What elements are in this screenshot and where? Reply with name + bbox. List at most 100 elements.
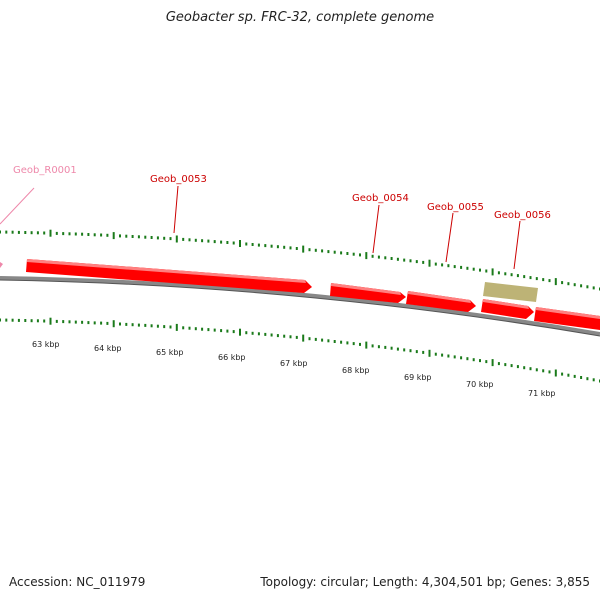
minor-tick xyxy=(308,248,311,252)
scale-label: 63 kbp xyxy=(32,340,60,349)
minor-tick xyxy=(245,331,248,335)
minor-tick xyxy=(17,230,20,234)
minor-tick xyxy=(156,236,159,240)
gene-arrow-geob-0055[interactable] xyxy=(406,291,476,312)
minor-tick xyxy=(359,342,361,346)
minor-tick xyxy=(251,331,254,335)
rna-feature-geob-r0001[interactable] xyxy=(0,262,3,268)
minor-tick xyxy=(87,321,90,325)
minor-tick xyxy=(460,356,463,360)
minor-tick xyxy=(62,232,65,236)
minor-tick xyxy=(11,318,14,322)
minor-tick xyxy=(251,243,254,246)
major-tick xyxy=(175,323,178,331)
minor-tick xyxy=(447,264,450,268)
gene-arrow-lower-1[interactable] xyxy=(481,299,534,319)
minor-tick xyxy=(403,348,406,352)
minor-tick xyxy=(220,329,223,333)
minor-tick xyxy=(188,326,191,330)
minor-tick xyxy=(535,368,538,372)
minor-tick xyxy=(396,347,399,351)
minor-tick xyxy=(5,318,8,322)
minor-tick xyxy=(434,352,437,356)
leader-geob-r0001 xyxy=(0,187,35,225)
gene-arrow-geob-0053[interactable] xyxy=(26,259,312,293)
minor-tick xyxy=(24,319,27,322)
minor-tick xyxy=(390,257,393,260)
minor-tick xyxy=(213,328,216,332)
minor-tick xyxy=(169,325,172,329)
minor-tick xyxy=(340,340,343,344)
minor-tick xyxy=(163,236,166,240)
minor-tick xyxy=(55,319,58,323)
minor-tick xyxy=(131,235,134,238)
minor-tick xyxy=(561,372,564,376)
label-geob-r0001[interactable]: Geob_R0001 xyxy=(13,165,77,176)
minor-tick xyxy=(220,240,223,244)
feature-geob-0056[interactable] xyxy=(483,282,538,302)
label-geob-0053[interactable]: Geob_0053 xyxy=(150,174,207,185)
minor-tick xyxy=(213,240,216,244)
minor-tick xyxy=(333,250,336,254)
minor-tick xyxy=(497,362,500,366)
minor-tick xyxy=(371,344,374,348)
minor-tick xyxy=(327,250,330,254)
minor-tick xyxy=(68,320,71,324)
minor-tick xyxy=(100,321,103,325)
minor-tick xyxy=(567,282,570,286)
minor-tick xyxy=(270,333,273,337)
minor-tick xyxy=(194,238,197,242)
minor-tick xyxy=(119,322,121,326)
gene-arrow-lower-2[interactable] xyxy=(534,307,600,330)
minor-tick xyxy=(434,262,437,266)
minor-tick xyxy=(377,345,380,349)
minor-tick xyxy=(485,360,488,364)
minor-tick xyxy=(327,339,330,343)
minor-tick xyxy=(43,319,46,323)
minor-tick xyxy=(125,234,128,238)
minor-tick xyxy=(30,231,33,235)
major-tick xyxy=(239,240,241,247)
minor-tick xyxy=(504,272,507,276)
minor-tick xyxy=(11,230,14,234)
minor-tick xyxy=(81,320,84,324)
major-tick xyxy=(49,229,52,237)
minor-tick xyxy=(226,329,229,333)
minor-tick xyxy=(340,251,343,255)
minor-tick xyxy=(131,323,134,327)
minor-tick xyxy=(516,274,519,278)
gene-arrow-highlight-geob-0054 xyxy=(331,283,401,295)
label-geob-0054[interactable]: Geob_0054 xyxy=(352,193,409,204)
minor-tick xyxy=(55,231,58,235)
minor-tick xyxy=(453,355,456,359)
minor-tick xyxy=(409,259,412,263)
minor-tick xyxy=(0,230,1,234)
minor-tick xyxy=(289,335,292,339)
major-tick xyxy=(428,259,431,267)
major-tick xyxy=(428,349,431,357)
genome-summary-text: Topology: circular; Length: 4,304,501 bp… xyxy=(260,575,590,589)
minor-tick xyxy=(24,231,27,234)
label-geob-0055[interactable]: Geob_0055 xyxy=(427,202,484,213)
minor-tick xyxy=(510,273,513,277)
minor-tick xyxy=(289,246,292,250)
leader-geob-0053 xyxy=(173,185,179,234)
minor-tick xyxy=(516,365,519,369)
scale-label: 70 kbp xyxy=(466,380,494,389)
leader-geob-0054 xyxy=(372,204,380,254)
minor-tick xyxy=(87,233,90,236)
minor-tick xyxy=(156,324,159,328)
minor-tick xyxy=(529,367,532,371)
label-geob-0056[interactable]: Geob_0056 xyxy=(494,210,551,221)
minor-tick xyxy=(276,245,279,249)
minor-tick xyxy=(377,255,380,259)
minor-tick xyxy=(409,349,412,353)
minor-tick xyxy=(264,244,267,248)
minor-tick xyxy=(384,256,387,260)
minor-tick xyxy=(352,252,355,256)
minor-tick xyxy=(447,354,450,358)
minor-tick xyxy=(163,325,166,329)
minor-tick xyxy=(62,320,65,324)
minor-tick xyxy=(580,284,583,288)
feature-track xyxy=(0,259,600,330)
